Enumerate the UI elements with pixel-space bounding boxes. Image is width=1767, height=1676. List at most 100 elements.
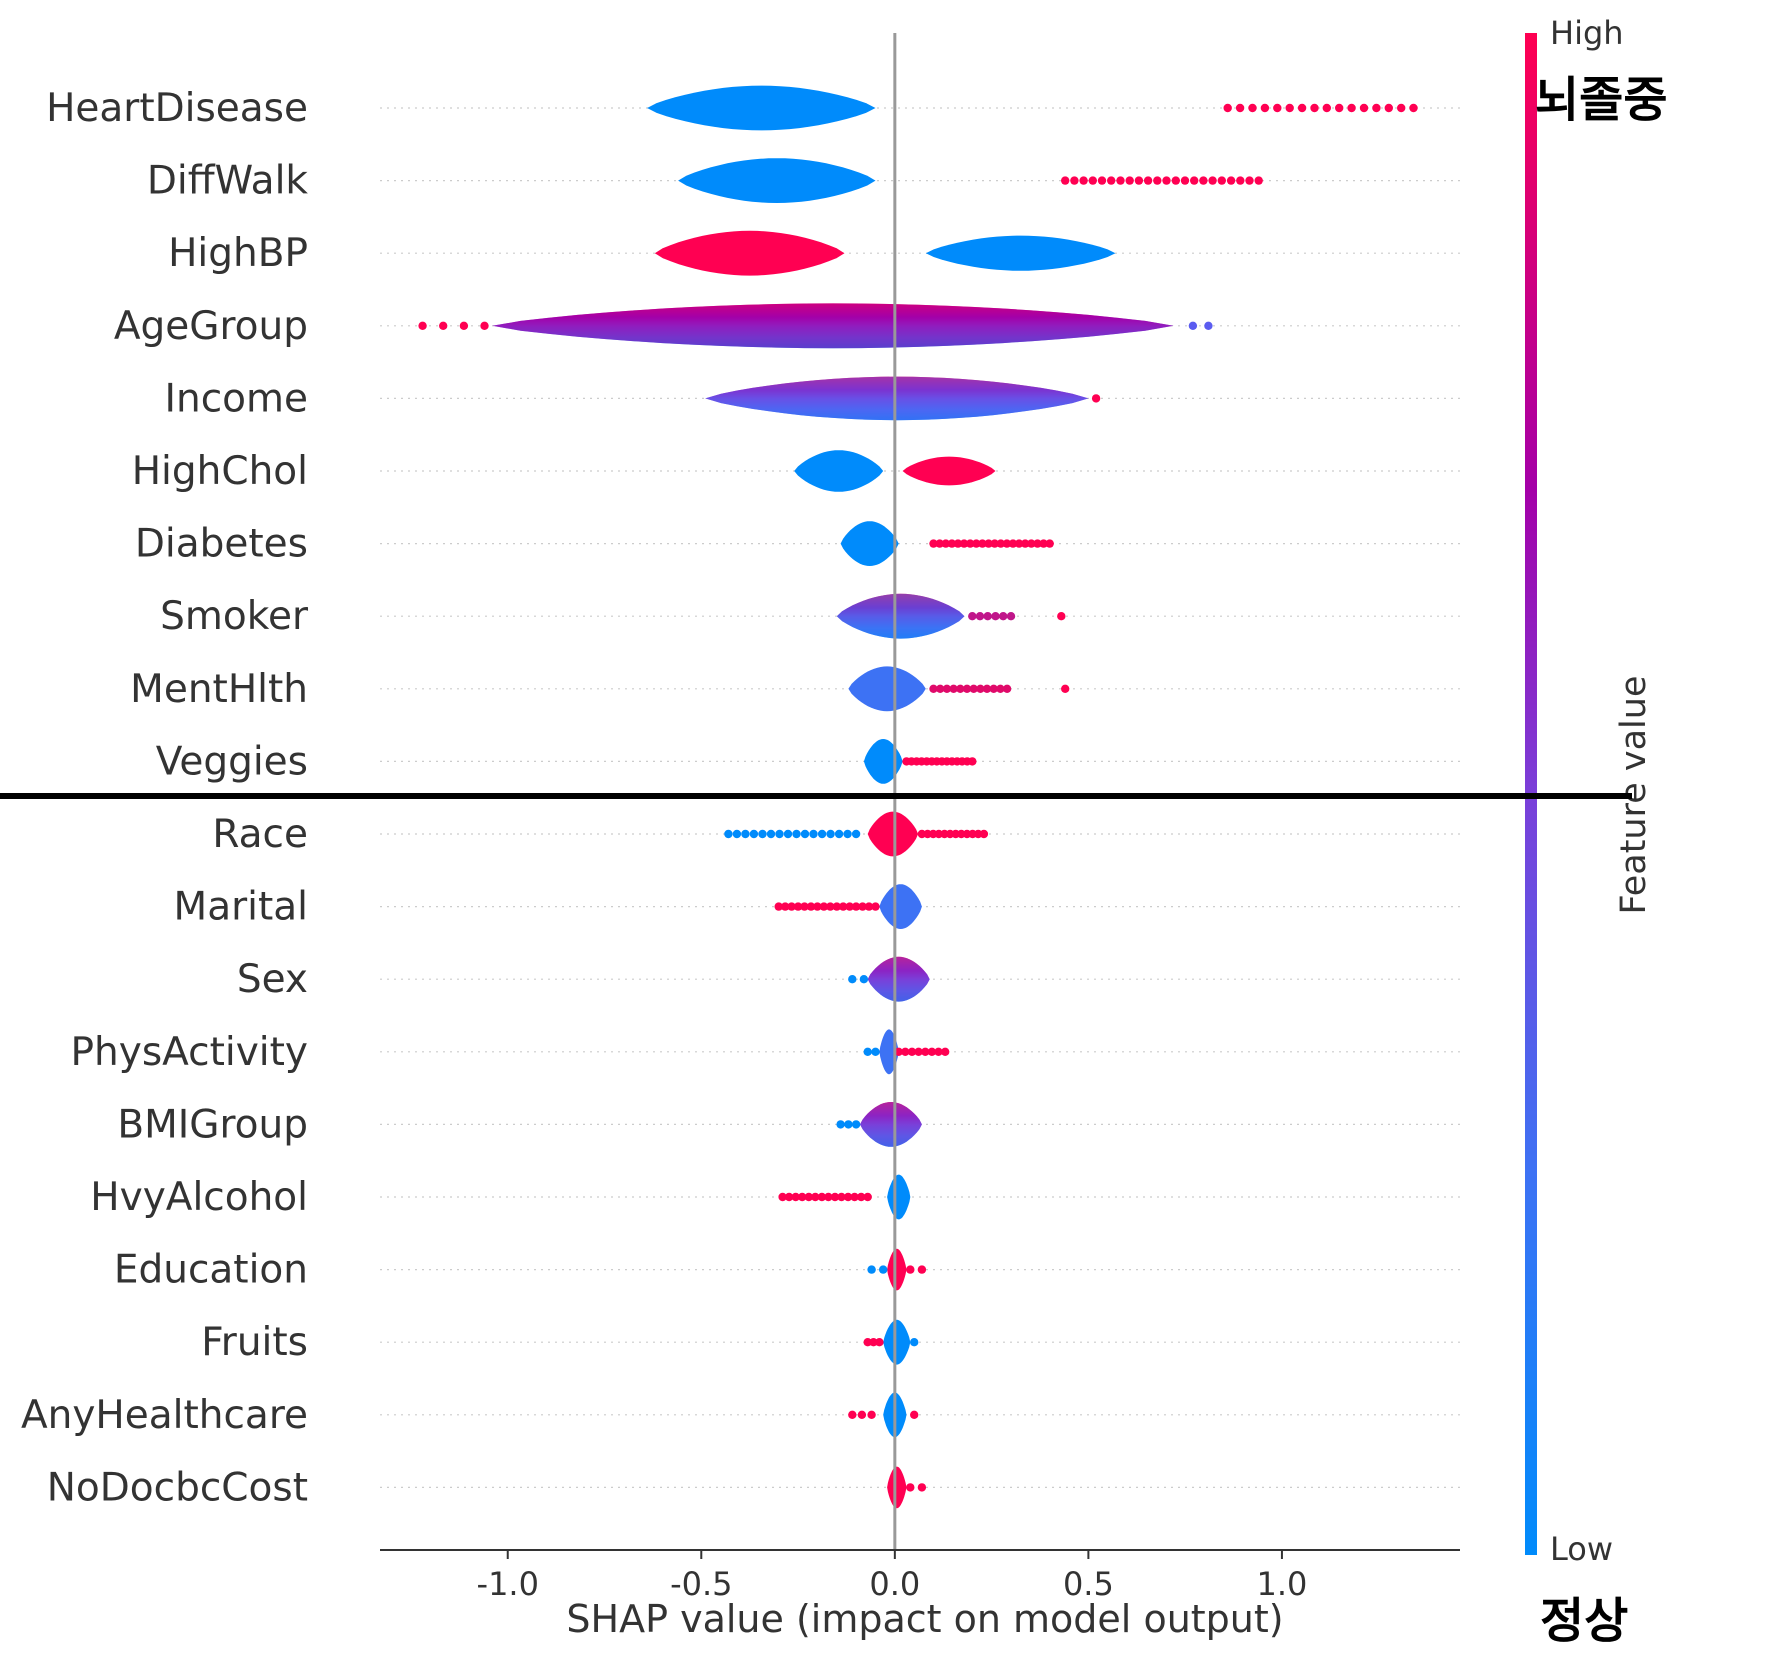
dot-menthlth-0-8: [982, 684, 992, 693]
dot-race-0-6: [775, 829, 784, 839]
colorbar: High Low Feature value: [1525, 14, 1654, 1568]
dot-smoker-0-2: [983, 612, 992, 621]
dot-menthlth-0-5: [962, 684, 972, 693]
dot-marital-0-9: [832, 902, 841, 911]
dot-menthlth-0-2: [942, 684, 952, 693]
dot-diabetes-0-6: [966, 539, 975, 548]
dot-menthlth-0-7: [976, 684, 985, 693]
x-tick-label-1: -0.5: [670, 1565, 732, 1603]
dot-race-0-13: [834, 829, 844, 839]
dot-diabetes-0-17: [1033, 539, 1042, 548]
dot-bmigroup-0-2: [851, 1120, 861, 1129]
dot-race-0-9: [800, 829, 810, 839]
feature-label-sex: Sex: [237, 957, 308, 1002]
feature-label-highchol: HighChol: [132, 449, 308, 494]
dot-hvyalcohol-0-9: [837, 1192, 846, 1202]
dot-diabetes-0-18: [1039, 539, 1048, 548]
dot-race-1-11: [979, 829, 989, 839]
dot-marital-0-5: [806, 902, 816, 911]
dot-race-0-0: [724, 829, 733, 839]
dot-hvyalcohol-0-11: [850, 1192, 859, 1202]
dot-marital-0-3: [793, 902, 803, 911]
dot-education-0-0: [867, 1265, 876, 1274]
dot-heartdisease-0-13: [1384, 103, 1394, 113]
dot-race-0-11: [817, 829, 827, 839]
dot-heartdisease-0-4: [1273, 103, 1282, 113]
dot-diffwalk-0-0: [1061, 176, 1070, 185]
violin-tint-bmigroup-0: [860, 1102, 922, 1147]
dot-heartdisease-0-8: [1322, 103, 1332, 113]
feature-label-marital: Marital: [174, 885, 308, 930]
dot-physactivity-0-5: [927, 1047, 937, 1057]
dot-diabetes-0-19: [1045, 539, 1054, 548]
dot-sex-0-1: [859, 975, 869, 984]
violin-tint-income-0: [705, 376, 1089, 421]
violin-marital-0: [879, 884, 922, 929]
dot-diffwalk-0-11: [1162, 176, 1171, 185]
dot-diabetes-0-3: [947, 539, 957, 548]
dot-diabetes-0-10: [990, 539, 999, 548]
dot-heartdisease-0-5: [1285, 103, 1294, 113]
violin-veggies-0: [863, 739, 903, 784]
dot-agegroup-0-3: [480, 321, 489, 330]
dot-heartdisease-0-6: [1297, 103, 1307, 113]
dot-agegroup-1-1: [1204, 321, 1213, 330]
dot-hvyalcohol-0-4: [804, 1192, 813, 1202]
dot-anyhealthcare-0-0: [848, 1410, 857, 1420]
feature-label-diabetes: Diabetes: [135, 522, 308, 567]
feature-label-highbp: HighBP: [168, 231, 308, 276]
dot-diffwalk-0-6: [1116, 176, 1125, 185]
feature-label-hvyalcohol: HvyAlcohol: [90, 1175, 308, 1220]
dot-heartdisease-0-10: [1347, 103, 1356, 113]
dot-physactivity-0-0: [894, 1047, 903, 1057]
dot-physactivity-0-1: [901, 1047, 910, 1057]
dot-hvyalcohol-0-0: [778, 1192, 787, 1202]
dot-nodocbccost-0-1: [917, 1483, 927, 1492]
dot-veggies-0-13: [968, 757, 977, 766]
dot-physactivity-0-3: [914, 1047, 923, 1057]
dot-heartdisease-0-0: [1223, 103, 1232, 113]
dot-marital-0-4: [800, 902, 809, 911]
dot-hvyalcohol-0-2: [791, 1192, 800, 1202]
dot-hvyalcohol-0-5: [811, 1192, 820, 1202]
dot-hvyalcohol-0-1: [784, 1192, 794, 1202]
x-tick-label-4: 1.0: [1256, 1565, 1307, 1603]
dot-heartdisease-0-3: [1260, 103, 1270, 113]
dot-heartdisease-0-2: [1248, 103, 1257, 113]
dot-heartdisease-0-12: [1372, 103, 1381, 113]
violin-layer: [418, 85, 1418, 1509]
dot-marital-0-13: [858, 902, 867, 911]
dot-race-0-7: [783, 829, 793, 839]
dot-marital-0-0: [774, 902, 783, 911]
dot-race-0-4: [758, 829, 767, 839]
dot-diabetes-0-16: [1027, 539, 1036, 548]
dot-race-0-8: [792, 829, 801, 839]
dot-agegroup-0-0: [418, 321, 427, 330]
dot-diffwalk-0-10: [1153, 176, 1162, 185]
feature-label-education: Education: [114, 1248, 308, 1293]
dot-diffwalk-0-13: [1180, 176, 1190, 185]
dot-physactivity-0-2: [907, 1047, 917, 1057]
violin-race-0: [867, 811, 919, 857]
dot-hvyalcohol-0-13: [863, 1192, 872, 1202]
dot-menthlth-0-6: [969, 684, 978, 693]
feature-label-physactivity: PhysActivity: [71, 1030, 309, 1075]
violin-education-0: [887, 1248, 907, 1291]
feature-label-veggies: Veggies: [156, 739, 308, 784]
dot-menthlth-0-11: [1002, 684, 1012, 693]
dot-anyhealthcare-1-0: [910, 1410, 919, 1420]
violin-highchol-1: [902, 456, 996, 486]
dot-diabetes-0-4: [953, 539, 963, 548]
dot-smoker-0-3: [991, 612, 1000, 621]
x-tick-label-2: 0.0: [869, 1565, 920, 1603]
dot-marital-0-1: [781, 902, 790, 911]
dot-bmigroup-0-1: [844, 1120, 853, 1129]
dot-diffwalk-0-15: [1199, 176, 1208, 185]
dot-agegroup-0-1: [439, 321, 448, 330]
dot-anyhealthcare-0-1: [857, 1410, 867, 1420]
dot-diabetes-0-14: [1014, 539, 1024, 548]
dot-race-0-2: [741, 829, 750, 839]
violin-hvyalcohol-0: [887, 1174, 911, 1220]
dot-diffwalk-0-2: [1079, 176, 1088, 185]
dot-diabetes-0-13: [1008, 539, 1018, 548]
